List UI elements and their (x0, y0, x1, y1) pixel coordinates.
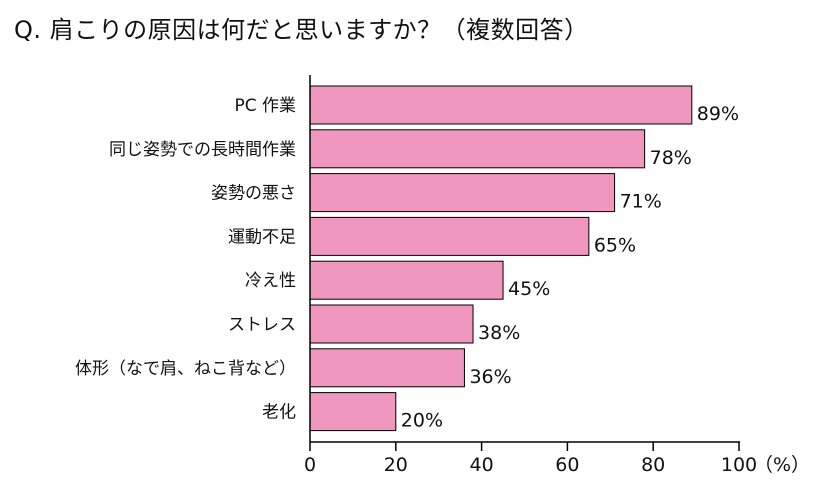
bar (309, 216, 590, 256)
value-label: 38% (478, 322, 520, 344)
value-label: 71% (620, 191, 662, 213)
bar (309, 304, 474, 344)
value-label: 65% (594, 234, 636, 256)
bar (309, 85, 693, 125)
category-label: 体形（なで肩、ねこ背など） (75, 359, 296, 379)
bar (309, 392, 397, 432)
value-label: 36% (469, 366, 511, 388)
bar (309, 173, 616, 213)
x-ticks: 0 20 40 60 80 100 (304, 442, 757, 476)
bar (309, 129, 646, 169)
category-label: ストレス (228, 315, 296, 335)
x-tick-label: 0 (304, 454, 316, 476)
x-tick-label: 40 (470, 454, 494, 476)
x-tick-label: 60 (555, 454, 579, 476)
category-label: 姿勢の悪さ (211, 184, 296, 204)
x-tick-label: 20 (384, 454, 408, 476)
value-label: 45% (508, 278, 550, 300)
category-label: 冷え性 (245, 271, 296, 291)
chart-title: Q. 肩こりの原因は何だと思いますか？（複数回答） (14, 16, 589, 44)
category-label: PC 作業 (234, 96, 296, 116)
category-label: 同じ姿勢での長時間作業 (109, 140, 296, 160)
value-label: 20% (401, 410, 443, 432)
category-label: 運動不足 (228, 227, 296, 247)
bar (309, 348, 465, 388)
bars-layer: PC 作業 89% 同じ姿勢での長時間作業 78% 姿勢の悪さ 71% 運動不足 65% 冷え性… (75, 85, 739, 432)
x-tick-label: 80 (641, 454, 665, 476)
bar (309, 260, 504, 300)
x-axis-unit-label: （%） (754, 454, 810, 476)
value-label: 89% (697, 103, 739, 125)
category-label: 老化 (262, 403, 296, 423)
value-label: 78% (650, 147, 692, 169)
x-tick-label: 100 (721, 454, 757, 476)
